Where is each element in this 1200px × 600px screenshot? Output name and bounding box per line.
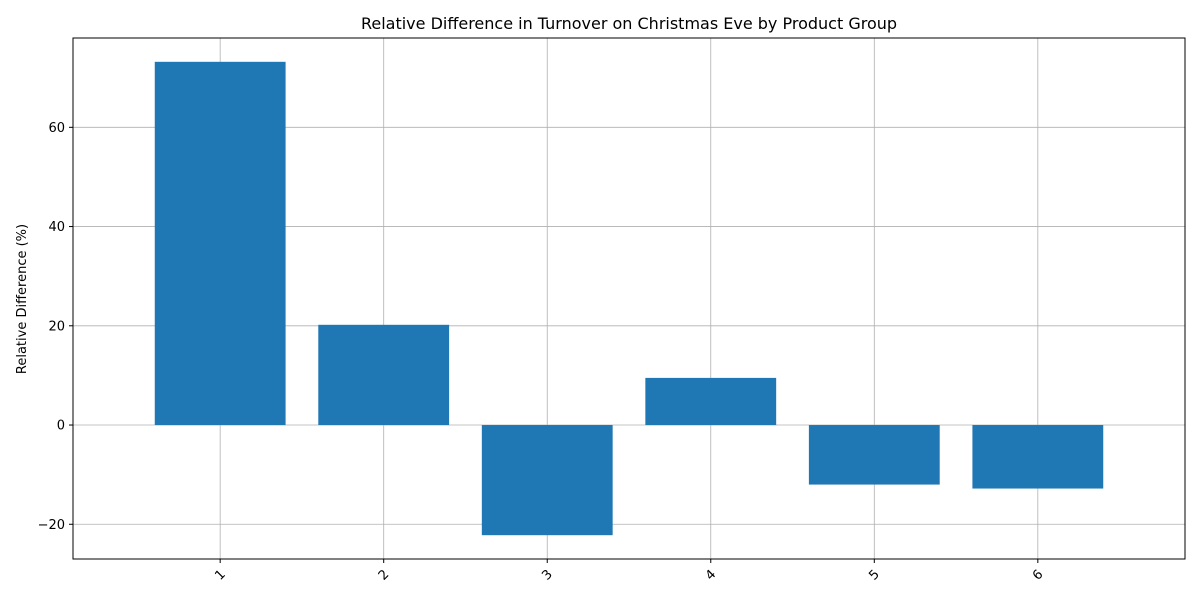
bar-5 (808, 425, 940, 485)
bar-2 (318, 324, 450, 426)
y-tick-label: −20 (38, 518, 65, 533)
plot-frame (72, 37, 1186, 560)
bar-3 (481, 425, 613, 536)
x-tick-label: 1 (212, 567, 228, 583)
bars (154, 61, 1104, 536)
bar-4 (645, 377, 777, 426)
y-ticks: −20 0 20 40 60 (38, 121, 73, 533)
y-tick-label: 0 (57, 419, 65, 434)
x-tick-label: 2 (376, 567, 392, 583)
bar-1 (154, 61, 286, 426)
x-tick-label: 3 (539, 567, 555, 583)
bar-6 (972, 425, 1104, 489)
chart-title: Relative Difference in Turnover on Chris… (361, 14, 897, 33)
y-axis-title: Relative Difference (%) (15, 224, 30, 374)
x-ticks: 1 2 3 4 5 6 (212, 559, 1046, 584)
x-tick-label: 4 (703, 567, 719, 583)
y-tick-label: 40 (48, 220, 65, 235)
y-tick-label: 60 (48, 121, 65, 136)
y-tick-label: 20 (48, 319, 65, 334)
x-tick-label: 6 (1030, 567, 1046, 583)
x-tick-label: 5 (866, 567, 882, 583)
axes (72, 37, 1186, 560)
